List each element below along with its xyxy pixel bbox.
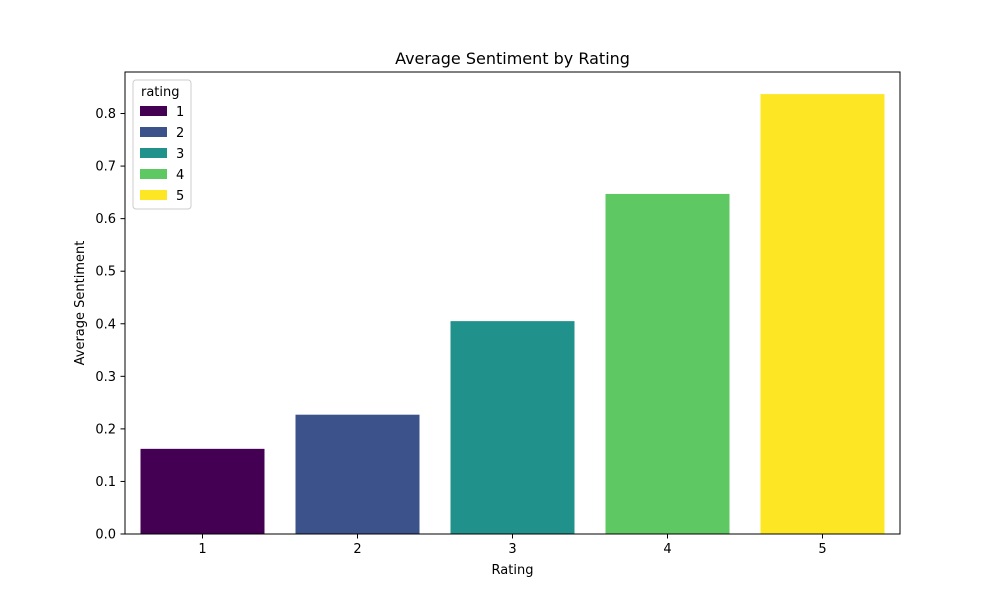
legend-label-2: 2 bbox=[176, 126, 184, 141]
legend-label-3: 3 bbox=[176, 147, 184, 162]
y-tick-label: 0.2 bbox=[95, 422, 116, 437]
x-tick-label-1: 1 bbox=[198, 542, 206, 557]
y-tick-label: 0.5 bbox=[95, 265, 116, 280]
plot-area: 1 2 3 4 5 0.0 0.1 0.2 0.3 0.4 0.5 0.6 0.7 0.8 bbox=[95, 71, 901, 557]
bar-3 bbox=[450, 321, 575, 534]
legend: rating 1 2 3 4 5 bbox=[132, 79, 192, 210]
y-tick-label: 0.3 bbox=[95, 370, 116, 385]
y-tick-label: 0.4 bbox=[95, 317, 116, 332]
legend-label-5: 5 bbox=[176, 189, 184, 204]
x-tick-label-2: 2 bbox=[353, 542, 361, 557]
x-tick-label-4: 4 bbox=[663, 542, 671, 557]
y-tick-label: 0.0 bbox=[95, 528, 116, 543]
legend-swatch-4 bbox=[140, 169, 167, 179]
legend-swatch-3 bbox=[140, 148, 167, 158]
legend-label-1: 1 bbox=[176, 105, 184, 120]
legend-swatch-5 bbox=[140, 190, 167, 200]
legend-label-4: 4 bbox=[176, 168, 184, 183]
bar-4 bbox=[605, 193, 730, 534]
legend-title: rating bbox=[141, 85, 180, 100]
y-tick-label: 0.6 bbox=[95, 212, 116, 227]
legend-swatch-1 bbox=[140, 106, 167, 116]
y-axis-label: Average Sentiment bbox=[73, 241, 88, 366]
y-tick-label: 0.8 bbox=[95, 107, 116, 122]
bar-1 bbox=[140, 448, 265, 534]
x-axis-label: Rating bbox=[492, 563, 534, 578]
x-tick-label-5: 5 bbox=[818, 542, 826, 557]
y-tick-label: 0.1 bbox=[95, 475, 116, 490]
y-tick-label: 0.7 bbox=[95, 160, 116, 175]
x-tick-label-3: 3 bbox=[508, 542, 516, 557]
legend-swatch-2 bbox=[140, 127, 167, 137]
bar-5 bbox=[760, 94, 885, 534]
chart-title: Average Sentiment by Rating bbox=[395, 49, 630, 68]
bar-2 bbox=[295, 414, 420, 534]
